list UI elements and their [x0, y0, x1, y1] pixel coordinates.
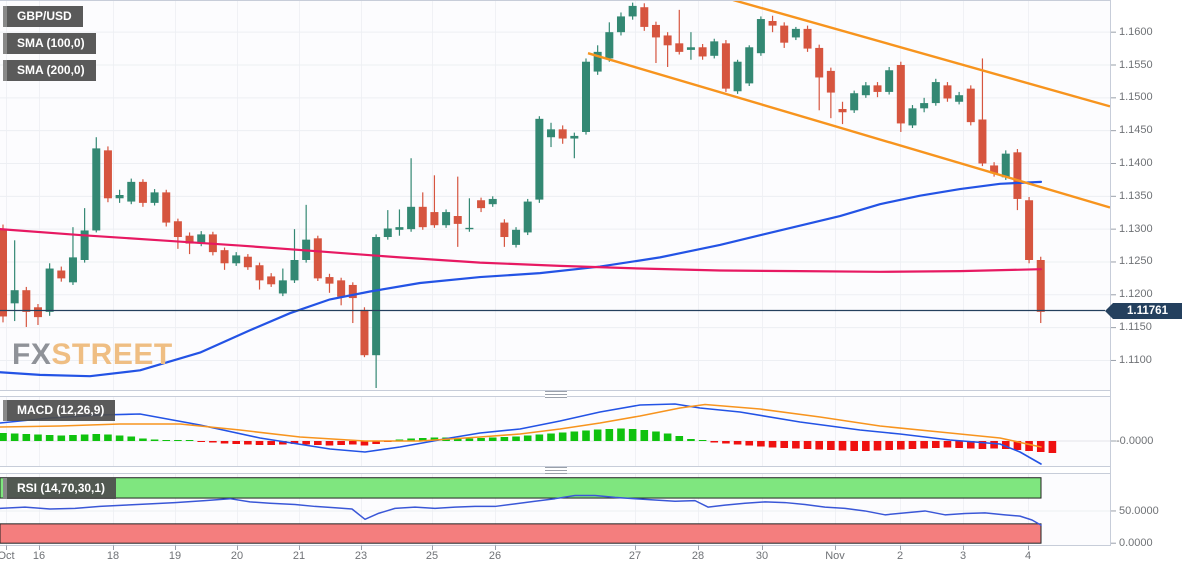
date-tick-label: 27 — [628, 550, 642, 562]
price-tick-label: 1.1600 — [1119, 25, 1153, 38]
date-tick-label: 19 — [168, 550, 182, 562]
watermark-fx: FX — [12, 338, 52, 371]
date-tick-label: 21 — [292, 550, 306, 562]
date-tick-label: 20 — [230, 550, 244, 562]
macd-label-text: MACD (12,26,9) — [17, 403, 105, 417]
date-tick-label: 28 — [691, 550, 705, 562]
sma100-label-text: SMA (100,0) — [17, 36, 85, 50]
date-tick-label: 4 — [1024, 550, 1032, 562]
price-tick-label: 1.1200 — [1119, 288, 1153, 301]
date-tick-label: 2 — [896, 550, 904, 562]
price-tick-label: 1.1250 — [1119, 255, 1153, 268]
macd-zero-axis-label: -0.0000 — [1116, 435, 1154, 447]
rsi-label[interactable]: RSI (14,70,30,1) — [3, 478, 117, 499]
splitter-handle-macd[interactable] — [545, 391, 567, 398]
date-tick-label: 23 — [354, 550, 368, 562]
date-tick-label: 16 — [32, 550, 46, 562]
date-tick-label: Nov — [825, 550, 845, 562]
current-price-tag: 1.11761 — [1113, 303, 1182, 319]
price-tick-label: 1.1150 — [1119, 321, 1152, 334]
price-tick-label: 1.1100 — [1119, 353, 1152, 366]
price-tick-label: 1.1500 — [1119, 91, 1153, 104]
splitter-handle-rsi[interactable] — [545, 467, 567, 474]
date-tick-label: 30 — [755, 550, 769, 562]
sma200-label[interactable]: SMA (200,0) — [3, 60, 96, 81]
macd-label[interactable]: MACD (12,26,9) — [3, 400, 116, 421]
rsi-label-text: RSI (14,70,30,1) — [17, 481, 106, 495]
price-tick-label: 1.1350 — [1119, 189, 1153, 202]
date-tick-label: 26 — [488, 550, 502, 562]
price-tick-label: 1.1450 — [1119, 124, 1153, 137]
rsi-0-axis-label: 0.0000 — [1119, 537, 1153, 549]
current-price-arrow-icon — [1105, 303, 1113, 319]
price-tick-label: 1.1400 — [1119, 156, 1153, 169]
price-tick-label: 1.1550 — [1119, 58, 1153, 71]
symbol-label-text: GBP/USD — [17, 9, 72, 23]
rsi-50-axis-label: 50.0000 — [1119, 505, 1159, 517]
price-tick-label: 1.1300 — [1119, 222, 1153, 235]
date-tick-label: 25 — [425, 550, 439, 562]
fxstreet-watermark: FXSTREET — [12, 339, 173, 371]
watermark-street: STREET — [51, 338, 173, 371]
date-tick-label: Oct — [0, 550, 15, 562]
symbol-label[interactable]: GBP/USD — [3, 6, 83, 27]
date-tick-label: 18 — [106, 550, 120, 562]
date-tick-label: 3 — [959, 550, 967, 562]
sma100-label[interactable]: SMA (100,0) — [3, 33, 96, 54]
sma200-label-text: SMA (200,0) — [17, 63, 85, 77]
